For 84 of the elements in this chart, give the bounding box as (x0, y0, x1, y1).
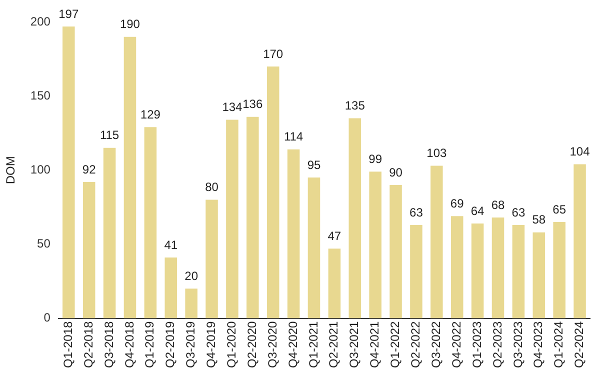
bar (82, 182, 96, 318)
x-tick-label: Q1-2019 (142, 320, 157, 368)
bar (532, 232, 546, 318)
x-tick-label: Q1-2020 (224, 320, 239, 368)
bar (430, 166, 443, 318)
data-label: 135 (344, 98, 366, 113)
data-label: 65 (552, 202, 566, 216)
data-label: 80 (205, 180, 219, 194)
data-label: 103 (426, 146, 447, 160)
bar (144, 127, 157, 318)
x-tick-label: Q4-2023 (531, 320, 546, 368)
bar (226, 120, 238, 318)
bar (410, 224, 422, 318)
bar (574, 164, 586, 318)
x-tick-label: Q4-2021 (368, 320, 382, 368)
y-tick-label: 50 (37, 236, 51, 251)
y-axis-title: DOM (4, 156, 18, 184)
bar (553, 222, 566, 318)
data-label: 95 (307, 158, 321, 172)
data-label: 104 (570, 144, 590, 159)
x-tick-label: Q4-2018 (122, 320, 136, 368)
x-tick-label: Q3-2023 (510, 320, 525, 368)
bar (308, 178, 320, 318)
x-tick-label: Q3-2022 (428, 320, 443, 368)
x-tick-label: Q3-2021 (347, 320, 362, 368)
x-tick-label: Q2-2021 (326, 320, 341, 368)
data-label: 92 (82, 162, 96, 176)
x-tick-label: Q4-2022 (449, 320, 464, 368)
bar (164, 258, 178, 318)
x-tick-label: Q4-2020 (286, 320, 300, 368)
data-label: 63 (410, 205, 424, 220)
data-label: 99 (368, 152, 382, 166)
data-label: 134 (222, 100, 243, 114)
bar (246, 116, 259, 318)
x-tick-label: Q1-2024 (552, 320, 566, 368)
x-tick-label: Q3-2018 (102, 320, 116, 368)
data-label: 114 (284, 130, 304, 144)
bar (348, 118, 362, 318)
data-label: 20 (184, 268, 198, 283)
data-label: 190 (120, 17, 140, 32)
y-tick-label: 0 (44, 310, 51, 325)
bar (185, 288, 198, 318)
data-label: 69 (450, 196, 464, 210)
data-label: 47 (328, 228, 342, 243)
y-tick-label: 200 (30, 14, 51, 28)
x-tick-label: Q1-2021 (306, 320, 320, 368)
bar (124, 36, 136, 318)
data-label: 68 (491, 198, 505, 212)
bar (206, 200, 218, 318)
bar (492, 218, 504, 318)
x-tick-label: Q2-2019 (163, 320, 178, 368)
bar (512, 224, 525, 318)
x-tick-label: Q2-2020 (244, 320, 259, 368)
data-label: 115 (100, 128, 120, 142)
bar (287, 149, 300, 318)
bar (471, 223, 484, 318)
x-tick-label: Q1-2018 (60, 320, 75, 368)
bar (266, 66, 280, 318)
x-tick-label: Q2-2018 (81, 320, 96, 368)
x-tick-label: Q2-2024 (572, 320, 586, 368)
bar (450, 216, 464, 318)
x-tick-label: Q4-2019 (204, 320, 218, 368)
data-label: 58 (532, 212, 546, 227)
bar (390, 184, 402, 318)
data-label: 136 (242, 97, 263, 112)
x-tick-label: Q3-2020 (265, 320, 280, 368)
data-label: 197 (58, 6, 79, 21)
x-tick-label: Q1-2022 (388, 320, 402, 368)
x-tick-label: Q2-2023 (490, 320, 504, 368)
data-label: 64 (470, 204, 485, 218)
y-tick-label: 150 (30, 88, 51, 102)
y-tick-label: 100 (30, 162, 51, 176)
data-label: 41 (164, 238, 178, 252)
data-label: 129 (140, 108, 161, 122)
data-label: 63 (512, 205, 526, 220)
data-label: 90 (389, 165, 403, 180)
bar (103, 148, 116, 318)
data-label: 170 (263, 46, 284, 61)
bar (369, 172, 382, 318)
x-tick-label: Q1-2023 (470, 320, 484, 368)
x-tick-label: Q3-2019 (184, 320, 198, 368)
bar (62, 26, 75, 318)
bar (328, 248, 341, 318)
x-tick-label: Q2-2022 (408, 320, 423, 368)
